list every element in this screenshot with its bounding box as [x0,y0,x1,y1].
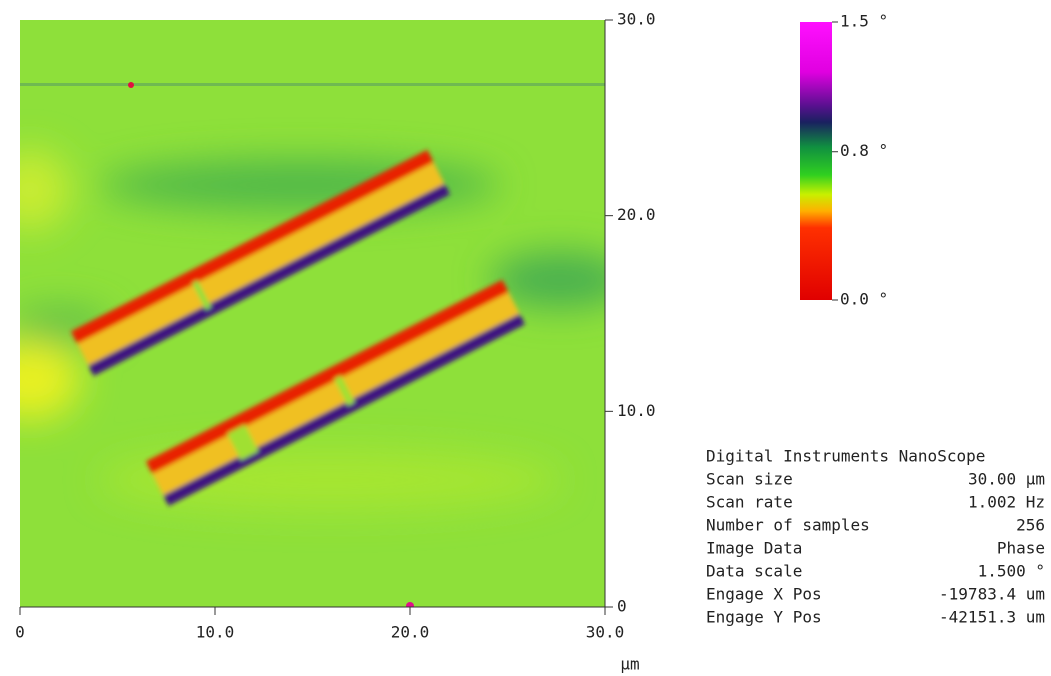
info-value: 1.500 ° [978,562,1045,581]
x-tick-label: 30.0 [586,623,625,642]
info-key: Image Data [706,539,802,558]
info-key: Data scale [706,562,802,581]
y-tick-label: 0 [617,597,627,616]
x-tick-label: 10.0 [196,623,235,642]
x-tick-label: 0 [15,623,25,642]
colorbar-tick-label: 0.0 ° [840,290,888,309]
info-key: Engage X Pos [706,585,822,604]
colorbar [800,22,832,300]
info-key: Scan rate [706,493,793,512]
info-value: -19783.4 um [939,585,1045,604]
info-title: Digital Instruments NanoScope [706,447,985,466]
x-axis-label: µm [620,655,639,674]
y-tick-label: 20.0 [617,205,656,224]
info-key: Scan size [706,470,793,489]
info-value: 1.002 Hz [968,493,1045,512]
y-tick-label: 10.0 [617,401,656,420]
info-key: Number of samples [706,516,870,535]
x-tick-label: 20.0 [391,623,430,642]
y-tick-label: 30.0 [617,10,656,29]
info-value: 256 [1016,516,1045,535]
info-value: -42151.3 um [939,608,1045,627]
colorbar-tick-label: 1.5 ° [840,12,888,31]
info-key: Engage Y Pos [706,608,822,627]
info-value: Phase [997,539,1045,558]
phase-image [20,20,605,607]
colorbar-tick-label: 0.8 ° [840,141,888,160]
info-value: 30.00 µm [968,470,1045,489]
